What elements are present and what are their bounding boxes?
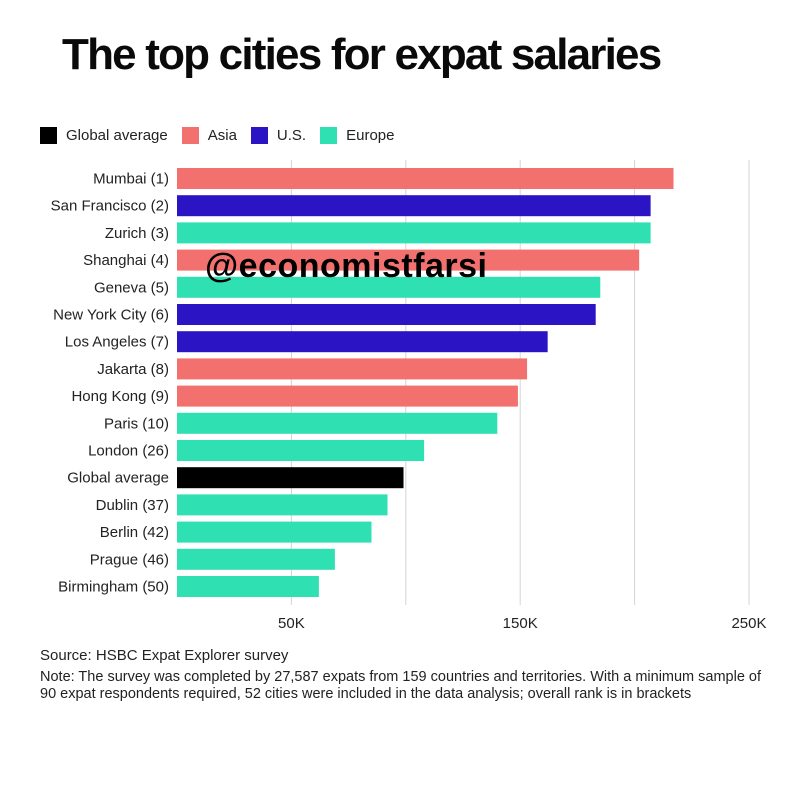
watermark-text: @economistfarsi <box>205 247 488 285</box>
bar <box>177 195 651 217</box>
category-label: San Francisco (2) <box>51 198 169 215</box>
legend-swatch-global-average <box>40 127 57 144</box>
category-label: London (26) <box>88 443 169 460</box>
bar <box>177 331 548 353</box>
bar <box>177 168 674 189</box>
chart-legend: Global average Asia U.S. Europe <box>40 127 408 144</box>
legend-item-asia: Asia <box>181 127 237 144</box>
bar <box>177 412 498 434</box>
legend-label-global-average: Global average <box>66 127 168 144</box>
source-text: Source: HSBC Expat Explorer survey <box>40 647 289 664</box>
x-tick-label: 150K <box>503 615 538 632</box>
legend-swatch-asia <box>181 127 199 144</box>
category-labels: Mumbai (1) San Francisco (2) Zurich (3) Sha… <box>51 171 169 596</box>
bar <box>177 276 601 298</box>
x-tick-label: 250K <box>731 615 766 632</box>
bar <box>177 576 319 597</box>
category-label: Zurich (3) <box>105 225 169 242</box>
legend-item-global-average: Global average <box>40 127 168 144</box>
bar <box>177 304 596 325</box>
bar <box>177 494 388 516</box>
x-axis-ticks: 50K 150K 250K <box>278 615 766 632</box>
legend-swatch-europe <box>320 127 338 144</box>
legend-label-europe: Europe <box>346 127 395 144</box>
category-label: Prague (46) <box>90 551 169 568</box>
category-label: Los Angeles (7) <box>65 334 169 351</box>
bar <box>177 385 518 407</box>
bar <box>177 249 640 271</box>
legend-item-us: U.S. <box>250 127 307 144</box>
legend-item-europe: Europe <box>320 127 394 144</box>
bar <box>177 521 372 543</box>
bar <box>177 467 404 489</box>
bar <box>177 222 651 244</box>
legend-label-us: U.S. <box>276 127 307 144</box>
category-label: Paris (10) <box>104 415 169 432</box>
bar <box>177 358 528 380</box>
category-label: Geneva (5) <box>94 279 169 296</box>
category-label: Birmingham (50) <box>58 579 169 596</box>
bars <box>177 168 674 597</box>
chart-title: The top cities for expat salaries <box>62 30 662 79</box>
category-label: Dublin (37) <box>96 497 169 514</box>
category-label: Hong Kong (9) <box>71 388 169 405</box>
note-text: Note: The survey was completed by 27,587… <box>40 669 762 702</box>
category-label: New York City (6) <box>53 307 169 324</box>
x-tick-label: 50K <box>278 615 305 632</box>
legend-label-asia: Asia <box>207 127 237 144</box>
legend-swatch-us <box>250 127 268 144</box>
category-label: Berlin (42) <box>100 524 169 541</box>
category-label: Global average <box>67 470 169 487</box>
category-label: Mumbai (1) <box>93 171 169 188</box>
bar-chart: Mumbai (1) San Francisco (2) Zurich (3) Sha… <box>51 160 767 632</box>
category-label: Shanghai (4) <box>83 252 169 269</box>
bar <box>177 548 335 570</box>
bar <box>177 440 425 461</box>
category-label: Jakarta (8) <box>97 361 169 378</box>
